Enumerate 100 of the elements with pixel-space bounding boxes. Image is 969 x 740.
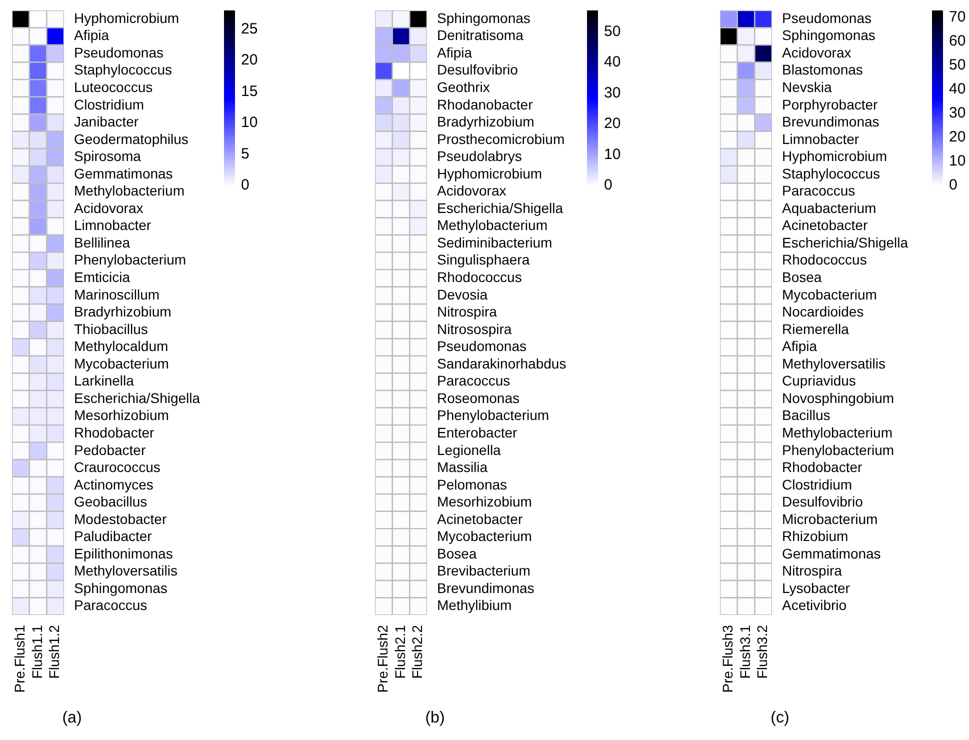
- y-tick-label: Spirosoma: [74, 148, 142, 164]
- y-tick-label: Rhodococcus: [437, 269, 522, 286]
- y-tick-label: Thiobacillus: [74, 320, 148, 337]
- y-tick-label: Roseomonas: [437, 390, 520, 406]
- y-tick-label: Brevundimonas: [782, 114, 880, 130]
- y-tick-label: Bosea: [437, 545, 477, 562]
- y-tick-label: Mesorhizobium: [74, 407, 169, 424]
- color-bar-label: 40: [949, 80, 966, 98]
- y-tick-label: Paracoccus: [74, 597, 148, 614]
- y-tick-label: Geobacillus: [74, 494, 148, 510]
- y-tick-label: Rhodanobacter: [437, 96, 534, 112]
- y-tick-label: Rhodococcus: [782, 252, 867, 268]
- color-bar-label: 10: [949, 152, 966, 170]
- y-tick-label: Aquabacterium: [782, 200, 876, 216]
- y-tick-label: Methylobacterium: [782, 424, 892, 440]
- y-tick-label: Mesorhizobium: [437, 494, 532, 510]
- y-tick-label: Modestobacter: [74, 510, 167, 527]
- x-tick-label: Flush2.2: [409, 624, 426, 679]
- y-tick-label: Bradyrhizobium: [74, 304, 172, 320]
- color-bar-label: 40: [604, 54, 621, 71]
- y-tick-label: Staphylococcus: [74, 62, 172, 78]
- y-tick-label: Methylibium: [437, 597, 512, 614]
- y-tick-label: Sphingomonas: [437, 10, 530, 26]
- y-tick-label: Desulfovibrio: [437, 62, 518, 78]
- color-bar-label: 5: [241, 145, 250, 162]
- y-tick-label: Craurococcus: [74, 459, 160, 476]
- y-tick-label: Rhizobium: [782, 528, 848, 544]
- y-tick-label: Rhodobacter: [74, 424, 155, 440]
- y-tick-label: Cupriavidus: [782, 372, 856, 389]
- y-tick-label: Escherichia/Shigella: [782, 234, 908, 250]
- y-tick-label: Escherichia/Shigella: [74, 390, 200, 406]
- y-tick-label: Pedobacter: [74, 442, 146, 458]
- color-bar-label: 60: [949, 32, 966, 50]
- x-tick-label: Flush3.1: [736, 624, 753, 679]
- color-bar-label: 70: [949, 8, 966, 26]
- text: (c): [770, 709, 790, 726]
- y-tick-label: Mycobacterium: [74, 355, 169, 372]
- y-tick-label: Clostridium: [782, 476, 852, 492]
- y-tick-label: Lysobacter: [782, 580, 850, 596]
- y-tick-label: Larkinella: [74, 372, 134, 389]
- y-tick-label: Nitrospira: [437, 304, 498, 320]
- y-tick-label: Porphyrobacter: [782, 96, 878, 112]
- y-tick-label: Enterobacter: [437, 424, 518, 440]
- color-bar-label: 20: [604, 115, 621, 132]
- y-tick-label: Marinoscillum: [74, 286, 160, 302]
- y-tick-label: Desulfovibrio: [782, 494, 864, 510]
- color-bar-label: 50: [949, 56, 966, 74]
- color-bar-label: 10: [241, 114, 258, 132]
- color-bar-label: 0: [949, 176, 958, 194]
- y-tick-label: Acidovorax: [74, 200, 144, 216]
- y-tick-label: Methyloversatilis: [74, 562, 178, 579]
- y-tick-label: Gemmatimonas: [74, 165, 173, 182]
- y-tick-label: Bradyrhizobium: [437, 114, 534, 130]
- y-tick-label: Limnobacter: [74, 217, 152, 234]
- y-tick-label: Hyphomicrobium: [437, 165, 542, 182]
- y-tick-label: Acetivibrio: [782, 597, 847, 614]
- y-tick-label: Phenylobacterium: [74, 252, 186, 268]
- y-tick-label: Geothrix: [437, 78, 490, 95]
- y-tick-label: Escherichia/Shigella: [437, 200, 564, 216]
- x-tick-label: Flush1.1: [28, 624, 45, 679]
- color-bar-label: 30: [949, 104, 966, 122]
- y-tick-label: Afipia: [437, 44, 472, 60]
- y-tick-label: Brevibacterium: [437, 562, 530, 579]
- y-tick-label: Denitratisoma: [437, 27, 524, 44]
- y-tick-label: Prosthecomicrobium: [437, 130, 565, 147]
- x-tick-label: Pre.Flush2: [374, 624, 391, 693]
- y-tick-label: Hyphomicrobium: [782, 148, 888, 164]
- y-tick-label: Massilia: [437, 459, 488, 476]
- y-tick-label: Acinetobacter: [782, 217, 868, 234]
- y-tick-label: Acinetobacter: [437, 510, 523, 527]
- y-tick-label: Pseudomonas: [782, 10, 872, 26]
- y-tick-label: Epilithonimonas: [74, 545, 173, 562]
- y-tick-label: Clostridium: [74, 96, 144, 112]
- y-tick-label: Bellilinea: [74, 234, 130, 250]
- y-tick-label: Limnobacter: [782, 130, 860, 147]
- y-tick-label: Mycobacterium: [437, 528, 532, 544]
- color-bar-label: 20: [949, 128, 966, 146]
- y-tick-label: Nitrospira: [782, 562, 842, 579]
- y-tick-label: Staphylococcus: [782, 165, 880, 182]
- y-tick-label: Methylocaldum: [74, 338, 168, 354]
- y-tick-label: Riemerella: [782, 320, 850, 337]
- y-tick-label: Geodermatophilus: [74, 130, 188, 147]
- y-tick-label: Nevskia: [782, 78, 832, 95]
- y-tick-label: Gemmatimonas: [782, 545, 881, 562]
- y-tick-label: Singulisphaera: [437, 252, 530, 268]
- y-tick-label: Novosphingobium: [782, 390, 894, 406]
- y-tick-label: Afipia: [782, 338, 818, 354]
- y-tick-label: Blastomonas: [782, 62, 863, 78]
- y-tick-label: Rhodobacter: [782, 459, 863, 476]
- y-tick-label: Paracoccus: [437, 372, 510, 389]
- y-tick-label: Paludibacter: [74, 528, 152, 544]
- y-tick-label: Sandarakinorhabdus: [437, 355, 566, 372]
- y-tick-label: Pseudomonas: [74, 44, 164, 60]
- y-tick-label: Bosea: [782, 269, 822, 286]
- y-tick-label: Actinomyces: [74, 476, 154, 492]
- y-tick-label: Pelomonas: [437, 476, 508, 492]
- color-bar-label: 10: [604, 146, 621, 163]
- x-tick-label: Flush1.2: [46, 624, 62, 679]
- y-tick-label: Afipia: [74, 27, 110, 44]
- color-bar-label: 50: [604, 23, 621, 40]
